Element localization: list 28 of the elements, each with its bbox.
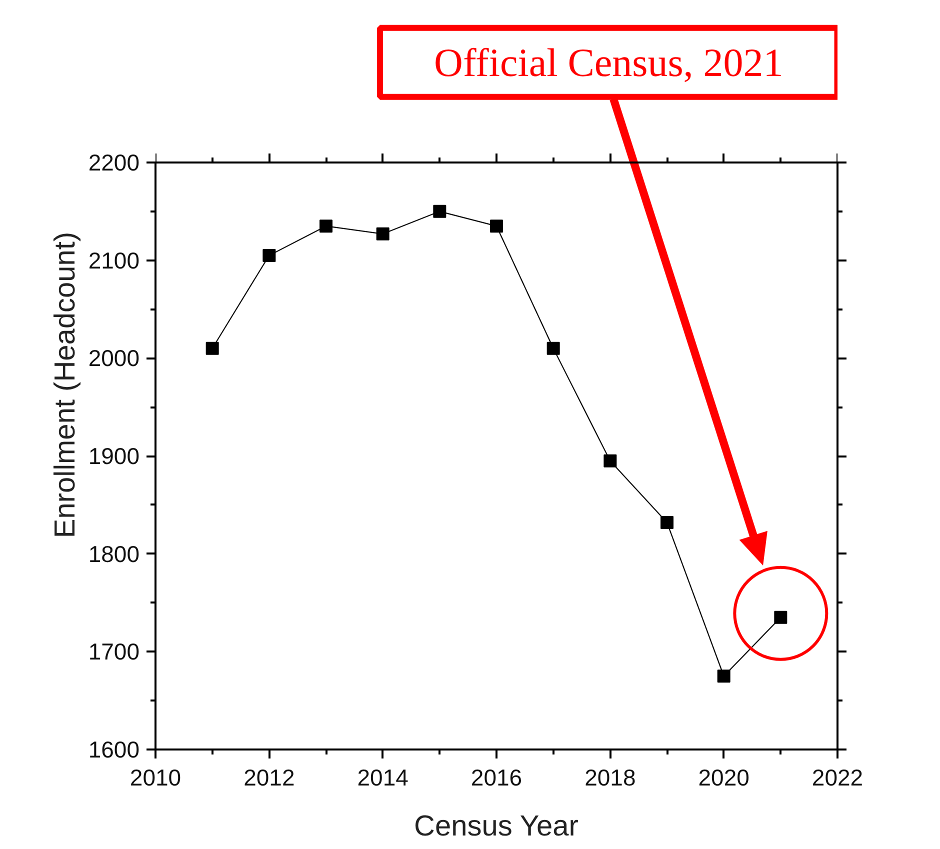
y-axis-title: Enrollment (Headcount): [49, 232, 82, 538]
point: [490, 220, 503, 233]
x-tick-label: 2020: [698, 764, 750, 790]
x-tick-label: 2018: [584, 764, 636, 790]
text: Official Census, 2021: [434, 40, 784, 85]
x-tick-label: 2010: [130, 764, 182, 790]
x-tick-label: 2012: [244, 764, 295, 790]
point: [546, 342, 560, 355]
point: [206, 342, 219, 355]
x-tick-label: 2022: [812, 764, 864, 790]
point: [717, 670, 730, 683]
point: [433, 204, 446, 218]
point: [774, 610, 788, 624]
y-tick-label: 2200: [88, 150, 140, 176]
y-tick-label: 2100: [88, 247, 140, 274]
x-tick-label: 2014: [357, 764, 409, 790]
point: [320, 220, 332, 233]
y-tick-label: 1800: [88, 540, 140, 567]
point: [376, 227, 390, 240]
point: [604, 454, 617, 468]
y-tick-label: 1700: [88, 638, 140, 665]
point: [262, 248, 276, 262]
y-tick-label: 1900: [88, 443, 140, 469]
y-tick-label: 2000: [88, 345, 140, 372]
x-tick-label: 2016: [470, 764, 522, 790]
point: [660, 516, 674, 530]
y-tick-label: 1600: [88, 736, 140, 762]
x-axis-title: Census Year: [414, 810, 579, 842]
